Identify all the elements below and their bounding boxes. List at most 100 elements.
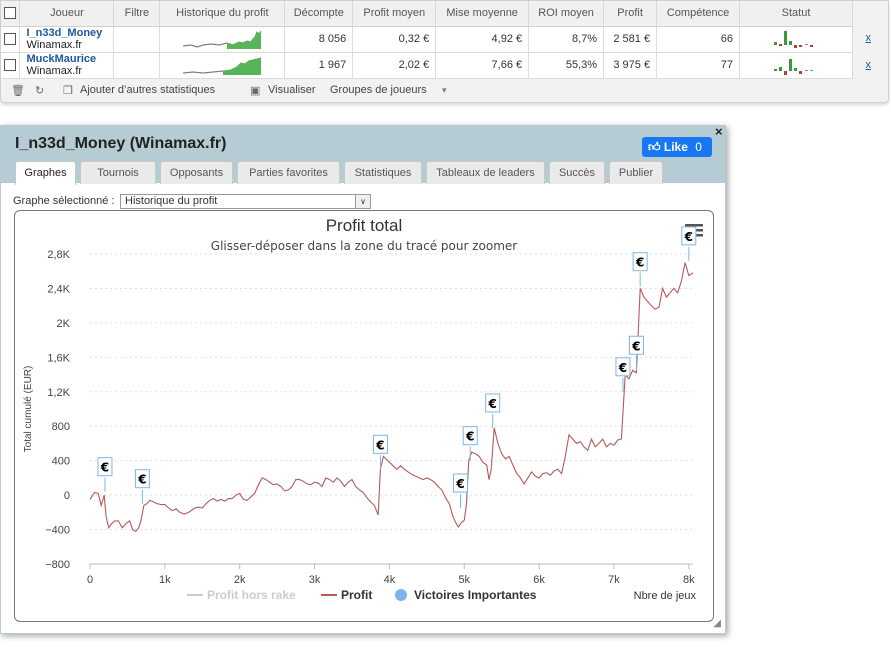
flag-label: €: [488, 397, 497, 411]
chevron-down-icon: ∨: [355, 195, 370, 208]
x-axis-label: Nbre de jeux: [634, 590, 697, 602]
tab-publier[interactable]: Publier: [609, 161, 663, 184]
y-tick-label: 0: [64, 490, 70, 502]
table-row: MuckMaurice Winamax.fr 1 967 2,02 € 7,66…: [1, 52, 853, 79]
flag-label: €: [618, 361, 627, 375]
chevron-down-icon: ▾: [442, 85, 447, 95]
victory-flag: [681, 226, 697, 246]
row-checkbox[interactable]: [4, 59, 17, 72]
profit-chart[interactable]: Profit total Glisser-déposer dans la zone…: [14, 210, 714, 622]
row-checkbox-cell[interactable]: [1, 52, 21, 79]
flag-label: €: [100, 461, 109, 475]
tab-graphes[interactable]: Graphes: [15, 161, 76, 185]
col-competence[interactable]: Compétence: [656, 1, 741, 27]
close-icon[interactable]: ×: [715, 124, 723, 139]
tab-succes[interactable]: Succès: [549, 161, 605, 184]
x-tick-label: 1k: [159, 574, 171, 586]
x-tick-label: 6k: [533, 574, 545, 586]
players-table: Joueur Filtre Historique du profit Décom…: [1, 1, 853, 79]
graph-select-dropdown[interactable]: Historique du profit ∨: [120, 194, 371, 209]
facebook-like-button[interactable]: 👍︎ Like 0: [642, 137, 712, 157]
modal-title: I_n33d_Money (Winamax.fr): [15, 135, 227, 152]
table-header-row: Joueur Filtre Historique du profit Décom…: [1, 1, 853, 27]
tab-tableaux-de-leaders[interactable]: Tableaux de leaders: [426, 161, 545, 184]
col-statut[interactable]: Statut: [739, 1, 853, 27]
victory-flag: [462, 426, 478, 446]
tab-parties-favorites[interactable]: Parties favorites: [237, 161, 340, 184]
player-name-link[interactable]: I_n33d_Money: [26, 27, 103, 39]
roi-cell: 8,7%: [528, 26, 605, 53]
y-tick-label: 2K: [57, 318, 71, 330]
y-tick-label: −800: [45, 559, 70, 571]
col-decompte[interactable]: Décompte: [284, 1, 354, 27]
select-all-checkbox[interactable]: [4, 7, 17, 20]
y-axis-label: Total cumulé (EUR): [23, 366, 34, 453]
victory-flag: [372, 434, 388, 454]
select-all-checkbox-cell[interactable]: [1, 1, 21, 27]
flag-label: €: [465, 430, 474, 444]
avg-profit-cell: 2,02 €: [352, 52, 437, 79]
count-cell: 8 056: [284, 26, 354, 53]
y-tick-label: 400: [52, 456, 70, 468]
profit-cell: 3 975 €: [603, 52, 658, 79]
tab-statistiques[interactable]: Statistiques: [344, 161, 422, 184]
player-site: Winamax.fr: [26, 39, 83, 51]
col-historique[interactable]: Historique du profit: [159, 1, 286, 27]
victory-flag: [485, 393, 501, 413]
col-profit-moyen[interactable]: Profit moyen: [352, 1, 437, 27]
tab-opposants[interactable]: Opposants: [160, 161, 233, 184]
legend-item: Victoires Importantes: [414, 588, 537, 602]
col-profit[interactable]: Profit: [603, 1, 658, 27]
x-tick-label: 3k: [309, 574, 321, 586]
flag-label: €: [137, 473, 146, 487]
victory-flag: [615, 357, 631, 377]
remove-player-link[interactable]: x: [865, 59, 872, 71]
col-mise-moyenne[interactable]: Mise moyenne: [435, 1, 530, 27]
graph-select-row: Graphe sélectionné : Historique du profi…: [13, 194, 371, 209]
chart-icon: ▣: [250, 85, 261, 97]
col-joueur[interactable]: Joueur: [19, 1, 115, 27]
row-checkbox[interactable]: [4, 33, 17, 46]
col-roi-moyen[interactable]: ROI moyen: [528, 1, 605, 27]
profit-cell: 2 581 €: [603, 26, 658, 53]
y-tick-label: 2,4K: [47, 283, 70, 295]
table-row: I_n33d_Money Winamax.fr 8 056 0,32 € 4,9…: [1, 26, 853, 53]
col-filtre[interactable]: Filtre: [113, 1, 161, 27]
remove-player-link[interactable]: x: [865, 32, 872, 44]
victory-flag: [453, 473, 469, 493]
refresh-icon[interactable]: ↻: [35, 85, 45, 97]
row-checkbox-cell[interactable]: [1, 26, 21, 53]
player-site: Winamax.fr: [26, 65, 83, 77]
add-stats-button[interactable]: Ajouter d’autres statistiques: [80, 84, 216, 96]
resize-grip-icon[interactable]: ◢: [713, 618, 721, 629]
x-tick-label: 2k: [234, 574, 246, 586]
flag-label: €: [455, 477, 464, 491]
profit-sparkline: [183, 57, 262, 75]
player-name-link[interactable]: MuckMaurice: [26, 53, 97, 65]
player-cell: I_n33d_Money Winamax.fr: [19, 26, 115, 53]
player-groups-dropdown[interactable]: Groupes de joueurs: [330, 84, 427, 96]
x-tick-label: 0: [87, 574, 93, 586]
avg-profit-cell: 0,32 €: [352, 26, 437, 53]
count-cell: 1 967: [284, 52, 354, 79]
victory-flag: [97, 457, 113, 477]
modal-header: I_n33d_Money (Winamax.fr) 👍︎ Like 0 Grap…: [1, 126, 725, 185]
like-label: Like: [663, 140, 688, 154]
visualize-button[interactable]: Visualiser: [268, 84, 316, 96]
y-tick-label: 2,8K: [47, 249, 70, 261]
chart-title: Profit total: [326, 216, 403, 235]
players-toolbar: 🗑︎ ↻ ❐ Ajouter d’autres statistiques ▣ V…: [1, 82, 853, 100]
y-tick-label: 1,2K: [47, 387, 70, 399]
flag-label: €: [684, 230, 693, 244]
players-panel: Joueur Filtre Historique du profit Décom…: [0, 0, 889, 103]
y-tick-label: 1,6K: [47, 352, 70, 364]
player-modal: I_n33d_Money (Winamax.fr) 👍︎ Like 0 Grap…: [0, 125, 726, 634]
skill-cell: 77: [656, 52, 741, 79]
flag-label: €: [375, 438, 384, 452]
victory-flag: [632, 252, 648, 272]
trash-icon[interactable]: 🗑︎: [11, 85, 25, 97]
status-cell: [739, 26, 853, 53]
add-columns-icon: ❐: [63, 85, 73, 97]
tab-tournois[interactable]: Tournois: [80, 161, 156, 184]
skill-cell: 66: [656, 26, 741, 53]
